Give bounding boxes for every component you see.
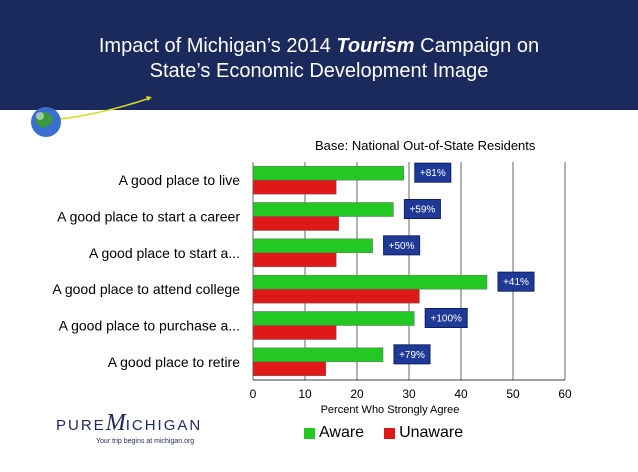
bar-unaware: [252, 252, 337, 268]
category-label: A good place to attend college: [52, 281, 240, 297]
annotation-badge: [393, 344, 431, 365]
annotation-badge: [424, 308, 468, 328]
x-tick-label: 10: [298, 387, 312, 401]
bar-aware: [252, 238, 373, 254]
annotation-label: +50%: [389, 241, 415, 252]
annotation-label: +79%: [399, 350, 425, 361]
legend-swatch-unaware: [384, 427, 396, 439]
bar-unaware: [252, 325, 337, 340]
annotation-badge: [497, 271, 535, 292]
x-tick-label: 40: [454, 387, 468, 401]
category-label: A good place to start a...: [89, 245, 240, 261]
globe-icon: [31, 96, 152, 137]
bar-unaware: [252, 288, 420, 304]
annotation-badge: [383, 235, 421, 256]
title-line-2: State’s Economic Development Image: [149, 60, 489, 82]
legend-label-aware: Aware: [319, 424, 365, 441]
pure-michigan-logo: PUREMICHIGAN Your trip begins at michiga…: [56, 410, 202, 445]
annotation-label: +81%: [420, 168, 446, 179]
bar-aware: [252, 165, 405, 181]
logo-text-pre: PURE: [56, 417, 106, 434]
legend-item-unaware: Unaware: [384, 424, 463, 442]
x-tick-label: 50: [506, 387, 520, 401]
legend-label-unaware: Unaware: [399, 424, 464, 441]
bar-unaware: [252, 216, 340, 231]
annotation-label: +41%: [503, 277, 529, 288]
bar-unaware: [252, 361, 327, 377]
legend-swatch-aware: [304, 427, 315, 439]
category-label: A good place to retire: [108, 354, 241, 370]
title-banner: Impact of Michigan’s 2014 Tourism Campai…: [0, 0, 638, 110]
title-part: Impact of Michigan’s 2014: [98, 35, 337, 57]
logo-wordmark: PUREMICHIGAN: [56, 410, 203, 436]
bar-aware: [252, 202, 394, 217]
legend-item-aware: Aware: [304, 424, 364, 442]
logo-tagline: Your trip begins at michigan.org: [96, 438, 195, 445]
x-tick-label: 0: [250, 387, 257, 401]
bar-aware: [252, 311, 415, 326]
category-label: A good place to purchase a...: [59, 318, 240, 334]
x-tick-label: 30: [402, 387, 416, 401]
title-part: Campaign on: [414, 35, 540, 57]
category-label: A good place to start a career: [57, 209, 240, 225]
logo-text-post: ICHIGAN: [125, 417, 203, 434]
annotation-badge: [403, 199, 441, 219]
category-label: A good place to live: [119, 172, 241, 188]
annotation-label: +100%: [430, 314, 462, 325]
annotation-label: +59%: [409, 205, 435, 216]
bar-aware: [252, 274, 488, 290]
x-tick-label: 20: [350, 387, 364, 401]
x-axis-label: Percent Who Strongly Agree: [321, 404, 460, 416]
chart-legend: Aware Unaware: [304, 424, 483, 442]
x-tick-label: 60: [558, 387, 572, 401]
bar-aware: [252, 347, 384, 363]
chart-subtitle: Base: National Out-of-State Residents: [315, 138, 536, 153]
annotation-badge: [414, 162, 452, 183]
title-emphasis: Tourism: [336, 35, 415, 57]
page-title: Impact of Michigan’s 2014 Tourism Campai…: [20, 34, 618, 84]
bar-unaware: [252, 179, 337, 195]
